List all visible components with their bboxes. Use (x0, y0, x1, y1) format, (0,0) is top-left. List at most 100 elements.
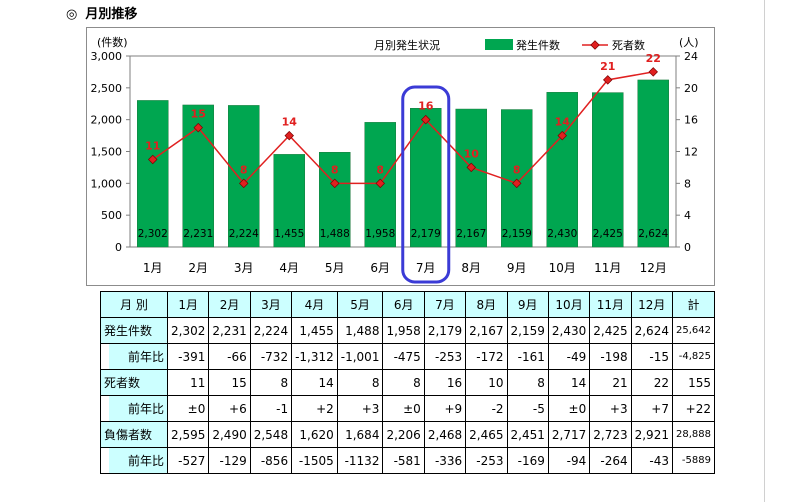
table-cell: 1,958 (382, 317, 425, 344)
table-cell: -336 (423, 447, 467, 474)
table-header-cell: 計 (671, 291, 715, 318)
y-left-tick-label: 1,500 (91, 146, 123, 159)
y-right-tick-label: 8 (684, 177, 691, 190)
table-row: 前年比 ±0 +6 -1 +2 +3 ±0 +9 -2 -5 ±0 +3 +7 +22 (100, 395, 715, 422)
section-mark: ◎ (66, 7, 78, 22)
table-cell: 1,488 (336, 317, 384, 344)
bar-12月 (637, 79, 669, 248)
table-cell: -253 (423, 343, 467, 370)
chart-svg: 0 500 1,000 1,500 2,000 2,500 3,000 0 4 8 12 16 20 24… (91, 36, 699, 284)
row-label: 死者数 (100, 369, 168, 396)
y-right-tick-label: 16 (684, 114, 698, 127)
table-cell: 2,302 (166, 317, 210, 344)
x-tick-label: 3月 (234, 261, 254, 275)
row-label: 負傷者数 (100, 421, 168, 448)
table-cell: 2,167 (465, 317, 508, 344)
deaths-label: 15 (191, 108, 206, 121)
table-header-cell: 12月 (630, 291, 673, 318)
deaths-point (603, 75, 613, 85)
bar-value-label: 2,159 (502, 228, 532, 240)
y-right-tick-label: 24 (684, 50, 698, 63)
table-cell: 2,206 (382, 421, 425, 448)
table-cell: 2,468 (423, 421, 467, 448)
table-cell: 2,921 (630, 421, 673, 448)
table-cell: -475 (382, 343, 425, 370)
table-cell: ±0 (547, 395, 591, 422)
bar-11月 (592, 92, 624, 248)
table-cell: -161 (506, 343, 549, 370)
table-cell: -253 (465, 447, 508, 474)
deaths-label: 8 (331, 163, 339, 176)
table-cell: -1132 (336, 447, 384, 474)
table-cell: 2,231 (208, 317, 251, 344)
table-total-cell: -4,825 (671, 343, 715, 370)
section-title: ◎ 月別推移 (66, 3, 137, 22)
row-indent (100, 447, 110, 474)
table-cell: 1,620 (291, 421, 338, 448)
table-header-cell: 1月 (166, 291, 210, 318)
deaths-point (421, 114, 431, 125)
table-cell: +7 (630, 395, 673, 422)
legend-bar-label: 発生件数 (516, 38, 560, 52)
deaths-point (512, 178, 522, 189)
table-cell: 8 (336, 369, 384, 396)
y-left-tick-label: 500 (101, 209, 122, 222)
monthly-table: 月 別 1月 2月 3月 4月 5月 6月 7月 8月 9月 10月 11月 12月計 発生件数 2,30… (100, 291, 715, 474)
bar-value-label: 2,167 (456, 228, 486, 240)
bar-value-label: 2,224 (229, 228, 259, 240)
table-header-label: 月 別 (100, 291, 168, 318)
bar-value-label: 2,430 (547, 228, 577, 240)
legend-line-marker (590, 40, 600, 50)
bar-10月 (546, 92, 578, 248)
deaths-point (648, 67, 658, 77)
bar-1月 (137, 100, 169, 248)
y-left-tick-label: 0 (115, 241, 122, 254)
deaths-label: 11 (145, 139, 160, 152)
y-left-tick-label: 1,000 (91, 177, 123, 190)
table-cell: 14 (547, 369, 591, 396)
table-cell: -1505 (291, 447, 338, 474)
table-cell: -856 (249, 447, 293, 474)
bar-value-label: 2,624 (638, 228, 668, 240)
legend-bar-swatch (485, 39, 513, 50)
table-cell: 8 (249, 369, 293, 396)
table-header-cell: 6月 (382, 291, 425, 318)
bar-value-label: 2,179 (411, 228, 441, 240)
deaths-label: 14 (555, 116, 571, 129)
table-cell: +3 (336, 395, 384, 422)
table-cell: -66 (208, 343, 251, 370)
page-edge (764, 0, 765, 502)
bar-5月 (319, 152, 351, 248)
bar-value-label: 1,488 (320, 228, 350, 240)
table-cell: -264 (589, 447, 632, 474)
deaths-label: 16 (418, 100, 434, 113)
table-cell: -129 (208, 447, 251, 474)
table-cell: -94 (547, 447, 591, 474)
table-cell: -15 (630, 343, 673, 370)
table-cell: -172 (465, 343, 508, 370)
section-title-text: 月別推移 (85, 7, 138, 22)
table-cell: ±0 (166, 395, 210, 422)
table-cell: 11 (166, 369, 210, 396)
x-tick-label: 5月 (325, 261, 345, 275)
table-cell: +6 (208, 395, 251, 422)
monthly-chart: 0 500 1,000 1,500 2,000 2,500 3,000 0 4 8 12 16 20 24… (86, 27, 715, 286)
table-total-cell: -5889 (671, 447, 715, 474)
x-tick-label: 11月 (594, 261, 621, 275)
table-total-cell: +22 (671, 395, 715, 422)
table-header-cell: 11月 (589, 291, 632, 318)
table-header-cell: 5月 (336, 291, 384, 318)
deaths-label: 8 (240, 163, 248, 176)
table-cell: -1 (249, 395, 293, 422)
table-cell: 16 (423, 369, 467, 396)
table-cell: 1,684 (336, 421, 384, 448)
table-header-cell: 4月 (291, 291, 338, 318)
table-cell: 21 (589, 369, 632, 396)
y-left-tick-label: 2,500 (91, 82, 123, 95)
table-cell: 2,179 (423, 317, 467, 344)
table-cell: +9 (423, 395, 467, 422)
bar-value-label: 2,425 (593, 228, 623, 240)
x-tick-label: 8月 (461, 261, 481, 275)
table-total-cell: 25,642 (671, 317, 715, 344)
table-cell: -2 (465, 395, 508, 422)
